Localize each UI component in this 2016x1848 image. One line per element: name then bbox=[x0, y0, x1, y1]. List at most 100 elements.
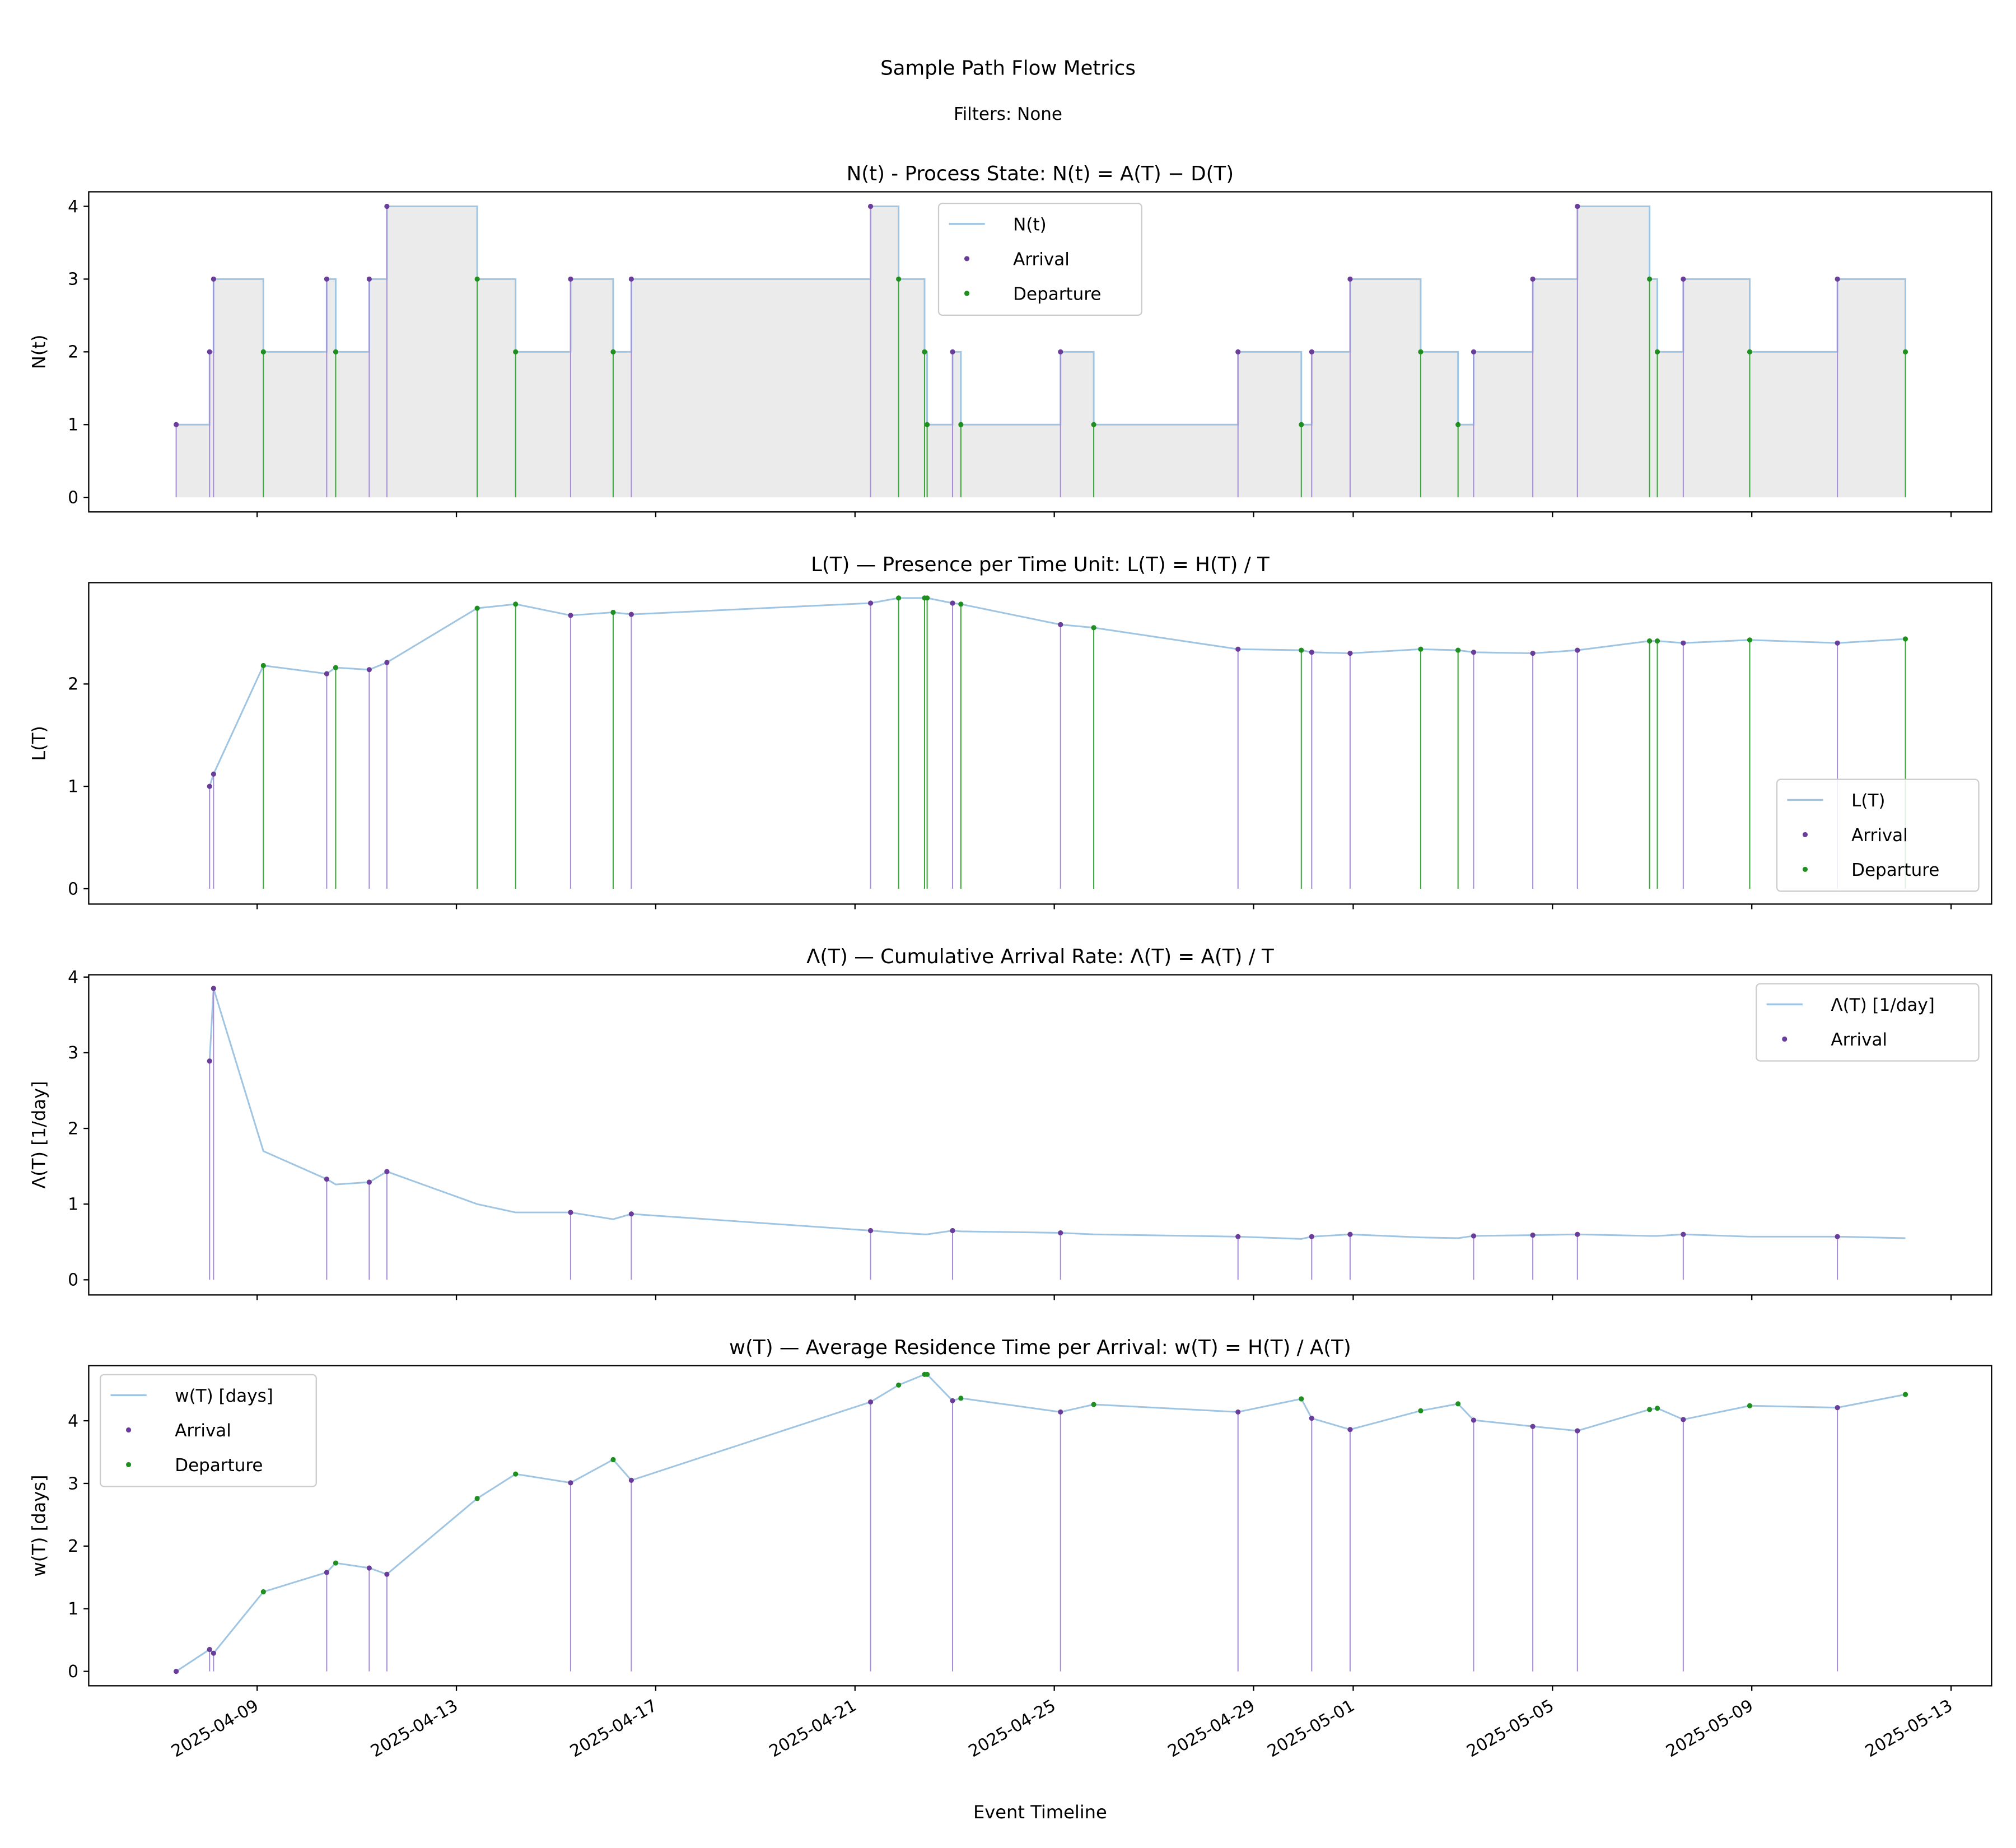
arrival-marker bbox=[207, 1058, 212, 1064]
arrival-marker bbox=[384, 1571, 390, 1577]
legend-marker-swatch bbox=[126, 1462, 132, 1468]
x-tick-label: 2025-05-01 bbox=[1264, 1696, 1358, 1761]
departure-marker bbox=[474, 276, 480, 282]
departure-marker bbox=[1747, 637, 1753, 643]
departure-marker bbox=[1647, 1407, 1653, 1412]
series-line-L bbox=[208, 597, 1906, 787]
arrival-marker bbox=[1235, 1234, 1241, 1239]
y-tick-label: 2 bbox=[68, 1537, 78, 1556]
departure-marker bbox=[1902, 349, 1908, 354]
legend-marker-swatch bbox=[1782, 1036, 1788, 1042]
legend-marker-swatch bbox=[1802, 866, 1808, 872]
departure-marker bbox=[333, 349, 339, 354]
legend-label: Arrival bbox=[1831, 1030, 1887, 1050]
arrival-marker bbox=[867, 600, 874, 606]
legend-box bbox=[99, 1374, 317, 1487]
departure-marker bbox=[1455, 422, 1461, 427]
arrival-marker bbox=[628, 612, 634, 617]
arrival-marker bbox=[1235, 646, 1241, 652]
arrival-marker bbox=[628, 1211, 634, 1217]
y-tick-label: 4 bbox=[68, 197, 78, 217]
arrival-marker bbox=[1681, 1231, 1686, 1237]
y-tick-label: 2 bbox=[68, 343, 78, 362]
departure-marker bbox=[513, 1471, 519, 1477]
departure-marker bbox=[1455, 647, 1461, 653]
y-tick-label: 3 bbox=[68, 1043, 78, 1063]
arrival-marker bbox=[1530, 276, 1536, 282]
arrival-marker bbox=[1681, 1417, 1686, 1422]
departure-marker bbox=[260, 349, 266, 354]
y-tick-label: 2 bbox=[68, 1119, 78, 1138]
x-tick-label: 2025-04-29 bbox=[1164, 1696, 1258, 1761]
departure-marker bbox=[1654, 1406, 1660, 1411]
arrival-marker bbox=[1309, 650, 1314, 655]
departure-marker bbox=[474, 605, 480, 611]
x-tick-label: 2025-04-21 bbox=[766, 1696, 860, 1761]
arrival-marker bbox=[1235, 1409, 1241, 1415]
y-tick-label: 0 bbox=[68, 1271, 78, 1290]
departure-marker bbox=[1747, 1403, 1753, 1408]
legend-marker-swatch bbox=[126, 1427, 132, 1433]
departure-marker bbox=[333, 665, 339, 670]
arrival-marker bbox=[324, 1177, 329, 1182]
arrival-marker bbox=[1235, 349, 1241, 354]
legend: w(T) [days] Arrival Departure bbox=[99, 1374, 317, 1487]
arrival-marker bbox=[950, 1398, 955, 1403]
arrival-marker bbox=[1058, 622, 1063, 627]
arrival-marker bbox=[324, 1570, 329, 1575]
arrival-marker bbox=[568, 1480, 573, 1486]
arrival-marker bbox=[366, 667, 372, 673]
arrival-marker bbox=[1835, 1405, 1840, 1411]
y-axis-label: Λ(T) [1/day] bbox=[28, 1081, 49, 1188]
x-tick-label: 2025-05-05 bbox=[1463, 1696, 1557, 1761]
legend-label: Departure bbox=[1851, 860, 1939, 880]
arrival-marker bbox=[1471, 1417, 1477, 1423]
x-tick-label: 2025-04-09 bbox=[168, 1696, 262, 1761]
y-tick-label: 1 bbox=[68, 1599, 78, 1619]
arrival-marker bbox=[1575, 1428, 1580, 1434]
arrival-marker bbox=[568, 1210, 573, 1215]
legend-marker-swatch bbox=[1802, 832, 1808, 838]
arrival-marker bbox=[1309, 1234, 1314, 1239]
legend-label: Arrival bbox=[175, 1421, 231, 1441]
arrival-marker bbox=[568, 613, 573, 618]
arrival-marker bbox=[174, 1669, 179, 1674]
arrival-marker bbox=[211, 986, 216, 991]
departure-marker bbox=[513, 349, 519, 354]
y-tick-label: 0 bbox=[68, 879, 78, 899]
arrival-marker bbox=[1835, 276, 1840, 282]
arrival-marker bbox=[1835, 1234, 1840, 1239]
legend-label: Departure bbox=[1013, 284, 1101, 304]
arrival-marker bbox=[207, 1646, 212, 1653]
x-tick-label: 2025-04-17 bbox=[567, 1696, 661, 1761]
y-axis-label: N(t) bbox=[28, 334, 49, 369]
departure-marker bbox=[896, 276, 902, 282]
arrival-marker bbox=[1575, 203, 1580, 209]
arrival-marker bbox=[1575, 1231, 1580, 1237]
legend-label: Arrival bbox=[1851, 825, 1908, 846]
y-axis-label: L(T) bbox=[28, 726, 49, 761]
legend-label: N(t) bbox=[1013, 214, 1047, 235]
departure-marker bbox=[260, 662, 266, 669]
departure-marker bbox=[610, 609, 616, 615]
y-tick-label: 1 bbox=[68, 777, 78, 797]
y-tick-label: 0 bbox=[68, 1662, 78, 1682]
arrival-marker bbox=[211, 771, 216, 777]
departure-marker bbox=[1418, 646, 1424, 652]
departure-marker bbox=[333, 1560, 339, 1566]
legend-box bbox=[1776, 778, 1980, 892]
arrival-marker bbox=[384, 1169, 390, 1174]
arrival-marker bbox=[1530, 650, 1536, 656]
legend-label: w(T) [days] bbox=[175, 1386, 273, 1406]
y-tick-label: 3 bbox=[68, 270, 78, 290]
arrival-marker bbox=[211, 276, 216, 282]
series-line-Lambda bbox=[208, 988, 1906, 1240]
legend-marker-swatch bbox=[964, 291, 970, 296]
y-tick-label: 4 bbox=[68, 1411, 78, 1431]
departure-marker bbox=[925, 422, 930, 427]
arrival-marker bbox=[1681, 640, 1686, 646]
arrival-marker bbox=[1347, 276, 1353, 282]
legend-marker-swatch bbox=[964, 256, 970, 262]
departure-marker bbox=[896, 1382, 902, 1388]
figure-subtitle: Filters: None bbox=[954, 104, 1062, 124]
